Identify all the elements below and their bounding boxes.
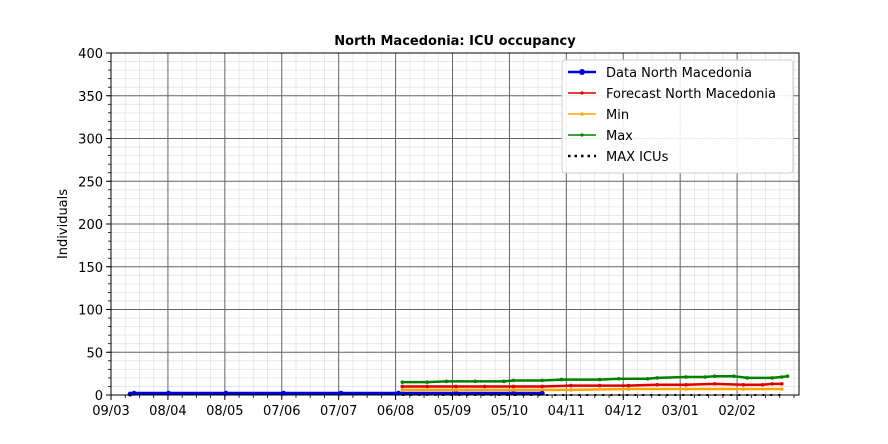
y-tick-label: 400	[78, 47, 103, 62]
series-line	[402, 374, 788, 384]
series-point	[684, 382, 688, 387]
series-point	[454, 388, 458, 392]
y-tick-label: 200	[78, 218, 103, 233]
series-point	[540, 378, 544, 383]
series-point	[741, 382, 746, 387]
series-point	[684, 375, 688, 379]
y-tick-label: 100	[78, 304, 103, 319]
legend-label: Data North Macedonia	[606, 66, 752, 81]
series-point	[684, 387, 688, 391]
series-point	[540, 384, 544, 389]
series-point	[712, 374, 717, 378]
y-axis-label: Individuals	[56, 189, 71, 259]
series-point	[655, 376, 659, 380]
legend-item: MAX ICUs	[568, 150, 669, 165]
series-point	[655, 382, 659, 387]
series-point	[779, 375, 784, 379]
x-tick-label: 04/12	[605, 404, 642, 419]
series-point	[732, 374, 736, 378]
legend-box	[561, 59, 794, 174]
legend-item: Forecast North Macedonia	[568, 87, 776, 102]
series-point	[511, 378, 516, 383]
legend-label: Min	[606, 108, 629, 123]
legend-marker	[580, 133, 584, 137]
series-point	[760, 382, 765, 387]
y-tick-label: 250	[78, 175, 103, 190]
series-point	[779, 387, 784, 391]
series-2	[400, 387, 784, 392]
legend-marker	[579, 69, 585, 75]
legend-item: Data North Macedonia	[568, 66, 752, 81]
x-tick-label: 07/06	[263, 404, 300, 419]
series-point	[502, 379, 506, 384]
y-tick-label: 50	[86, 346, 103, 361]
y-tick-label: 350	[78, 90, 103, 105]
x-tick-label: 08/04	[149, 404, 186, 419]
legend-label: Forecast North Macedonia	[606, 87, 776, 102]
series-line	[129, 391, 543, 396]
series-line	[402, 387, 782, 392]
series-point	[569, 388, 573, 392]
series-point	[626, 383, 631, 388]
series-point	[559, 377, 564, 382]
x-tick-label: 05/10	[491, 404, 528, 419]
series-point	[444, 379, 449, 384]
series-point	[400, 380, 405, 384]
series-point	[741, 387, 746, 391]
x-tick-label: 02/02	[718, 404, 755, 419]
x-tick-label: 06/08	[377, 404, 414, 419]
x-tick-label: 04/11	[548, 404, 585, 419]
series-point	[626, 387, 631, 391]
chart-title: North Macedonia: ICU occupancy	[334, 34, 576, 49]
series-point	[770, 376, 774, 380]
ticks-layer: 0 50 100 150 200 250 300 350 400 09/03 08/04 08/05 0…	[78, 47, 795, 419]
series-line	[402, 382, 782, 388]
series-point	[617, 376, 621, 381]
series-3	[400, 374, 790, 384]
series-point	[425, 380, 430, 384]
x-tick-label: 03/01	[661, 404, 698, 419]
x-tick-label: 07/07	[320, 404, 357, 419]
series-point	[511, 388, 516, 392]
series-point	[425, 384, 430, 389]
legend-item: Min	[568, 108, 629, 123]
series-point	[745, 376, 750, 380]
series-point	[482, 384, 487, 389]
series-0	[127, 390, 545, 397]
series-point	[400, 384, 405, 389]
series-point	[770, 382, 774, 386]
series-point	[785, 374, 790, 378]
legend-label: MAX ICUs	[606, 150, 669, 165]
legend-item: Max	[568, 129, 633, 144]
series-point	[779, 382, 784, 386]
series-point	[645, 376, 650, 381]
legend-marker	[580, 91, 584, 95]
series-point	[703, 375, 707, 379]
y-tick-label: 0	[95, 389, 103, 404]
series-point	[712, 382, 717, 386]
legend: Data North Macedonia Forecast North Maced…	[561, 59, 794, 174]
y-tick-label: 150	[78, 261, 103, 276]
x-tick-label: 05/09	[434, 404, 471, 419]
legend-label: Max	[606, 129, 633, 144]
legend-marker	[580, 112, 584, 116]
series-point	[473, 379, 477, 384]
x-tick-label: 08/05	[206, 404, 243, 419]
x-tick-label: 09/03	[92, 404, 129, 419]
series-point	[597, 383, 602, 388]
series-point	[511, 384, 516, 389]
series-point	[454, 384, 458, 389]
series-point	[400, 388, 405, 392]
series-point	[597, 377, 602, 382]
y-tick-label: 300	[78, 133, 103, 148]
series-point	[569, 383, 573, 388]
series-1	[400, 382, 784, 389]
